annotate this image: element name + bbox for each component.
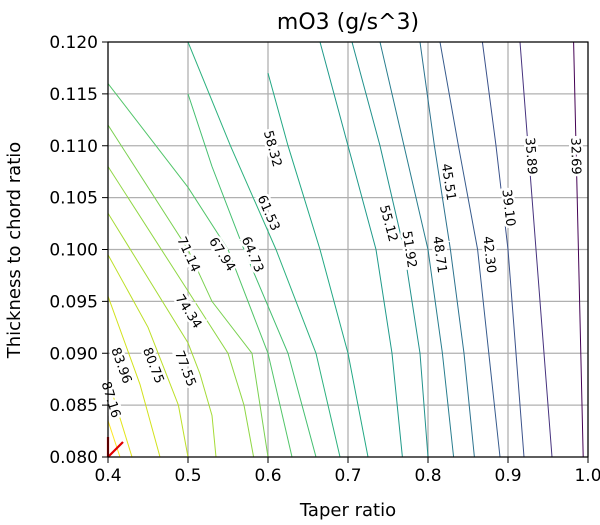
contour-line bbox=[267, 72, 369, 457]
contour-label: 35.89 bbox=[521, 137, 539, 175]
contour-line bbox=[108, 166, 255, 457]
contour-label: 64.73 bbox=[238, 235, 266, 275]
x-axis-label: Taper ratio bbox=[299, 500, 396, 521]
y-tick-label: 0.110 bbox=[49, 137, 98, 157]
x-tick-label: 0.8 bbox=[414, 466, 441, 486]
contour-line bbox=[481, 42, 525, 457]
y-tick-label: 0.095 bbox=[49, 292, 98, 312]
y-tick-label: 0.085 bbox=[49, 396, 98, 416]
contour-label: 74.34 bbox=[172, 292, 205, 331]
x-tick-label: 1.0 bbox=[574, 466, 600, 486]
contour-line bbox=[108, 83, 293, 457]
y-tick-label: 0.090 bbox=[49, 344, 98, 364]
contour-label: 51.92 bbox=[399, 230, 420, 269]
contour-lines bbox=[108, 42, 584, 457]
contour-line bbox=[351, 42, 429, 457]
x-tick-label: 0.6 bbox=[254, 466, 281, 486]
y-tick-label: 0.105 bbox=[49, 189, 98, 209]
y-axis-label: Thickness to chord ratio bbox=[4, 142, 25, 360]
optimum-marker bbox=[106, 437, 124, 458]
contour-label: 61.53 bbox=[254, 193, 283, 233]
contour-line bbox=[419, 42, 475, 457]
contour-line bbox=[108, 254, 189, 457]
contour-label: 87.16 bbox=[98, 380, 123, 420]
contour-line bbox=[519, 42, 553, 457]
y-tick-label: 0.120 bbox=[49, 33, 98, 53]
x-tick-label: 0.7 bbox=[334, 466, 361, 486]
x-tick-label: 0.4 bbox=[94, 466, 121, 486]
contour-label: 71.14 bbox=[173, 235, 202, 275]
y-tick-label: 0.080 bbox=[49, 448, 98, 468]
contour-line bbox=[187, 42, 341, 457]
contour-line bbox=[319, 42, 403, 457]
contour-line bbox=[108, 379, 133, 457]
contour-label: 45.51 bbox=[438, 163, 459, 202]
contour-line bbox=[439, 42, 501, 457]
contour-line bbox=[379, 42, 455, 457]
contour-label: 58.32 bbox=[260, 129, 284, 169]
y-tick-label: 0.100 bbox=[49, 241, 98, 261]
contour-line bbox=[108, 212, 217, 457]
contour-line bbox=[187, 93, 317, 457]
chart-title: mO3 (g/s^3) bbox=[277, 10, 419, 35]
marker-arrow-diagonal bbox=[107, 441, 124, 458]
contour-label: 48.71 bbox=[429, 235, 449, 274]
contour-label: 32.69 bbox=[567, 137, 583, 175]
contour-line bbox=[573, 42, 584, 457]
contour-label: 80.75 bbox=[139, 346, 166, 386]
axis-ticks: 0.4 0.5 0.6 0.7 0.8 0.9 1.0 0.080 0.085 0.090 0.09… bbox=[49, 33, 600, 486]
contour-line bbox=[108, 124, 269, 457]
contour-label: 42.30 bbox=[479, 235, 498, 274]
contour-label: 39.10 bbox=[498, 189, 517, 228]
contour-label: 77.55 bbox=[171, 349, 198, 389]
y-tick-label: 0.115 bbox=[49, 85, 98, 105]
contour-label: 55.12 bbox=[376, 204, 400, 244]
contour-label: 67.94 bbox=[205, 235, 238, 274]
x-tick-label: 0.9 bbox=[494, 466, 521, 486]
contour-line bbox=[108, 420, 121, 457]
contour-line bbox=[108, 296, 161, 457]
x-tick-label: 0.5 bbox=[174, 466, 201, 486]
